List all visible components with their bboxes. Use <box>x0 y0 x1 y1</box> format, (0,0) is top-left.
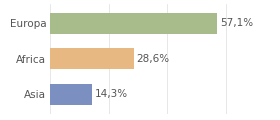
Bar <box>50 12 218 34</box>
Bar <box>50 48 134 69</box>
Text: 57,1%: 57,1% <box>220 18 253 28</box>
Bar <box>50 84 92 105</box>
Text: 28,6%: 28,6% <box>136 54 169 64</box>
Text: 14,3%: 14,3% <box>95 89 128 99</box>
